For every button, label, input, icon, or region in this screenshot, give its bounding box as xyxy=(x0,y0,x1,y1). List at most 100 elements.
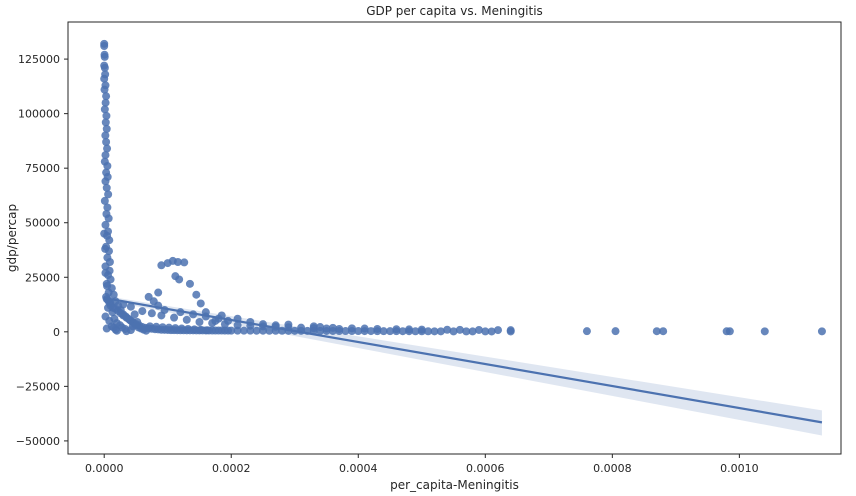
data-point xyxy=(105,236,114,245)
data-point xyxy=(100,196,109,205)
data-point xyxy=(379,327,388,336)
data-point xyxy=(185,279,194,288)
data-point xyxy=(360,324,369,333)
data-point xyxy=(373,324,382,333)
data-point xyxy=(104,190,113,199)
data-point xyxy=(411,327,420,336)
data-point xyxy=(192,290,201,299)
data-point xyxy=(100,42,109,50)
data-point xyxy=(184,324,193,333)
x-axis-label: per_capita-Meningitis xyxy=(390,478,519,492)
y-tick-label: 100000 xyxy=(18,108,60,121)
data-point xyxy=(252,326,261,335)
data-point xyxy=(101,268,110,277)
x-tick-label: 0.0006 xyxy=(466,462,505,475)
data-point xyxy=(180,258,189,267)
data-point xyxy=(101,151,110,160)
data-point xyxy=(102,92,111,101)
data-point xyxy=(322,324,331,333)
data-point xyxy=(297,323,306,332)
data-point xyxy=(102,124,111,133)
data-point xyxy=(659,327,668,336)
data-point xyxy=(462,327,471,336)
data-point xyxy=(487,327,496,336)
x-tick-label: 0.0010 xyxy=(720,462,759,475)
data-point xyxy=(152,322,161,331)
data-point xyxy=(116,321,125,330)
data-point xyxy=(170,313,179,322)
y-axis-label: gdp/percap xyxy=(5,204,19,272)
data-point xyxy=(109,290,118,299)
data-point xyxy=(405,325,414,334)
plot-frame xyxy=(67,21,842,455)
chart-title: GDP per capita vs. Meningitis xyxy=(366,4,543,18)
x-axis-ticks: 0.0000 0.0002 0.0004 0.0006 0.0008 0.0010 xyxy=(85,454,759,475)
data-point xyxy=(101,98,110,107)
data-point xyxy=(443,325,452,334)
data-point xyxy=(100,52,109,61)
data-point xyxy=(582,327,591,336)
data-point xyxy=(100,63,109,72)
data-point xyxy=(175,275,184,284)
data-point xyxy=(335,324,344,333)
data-point xyxy=(102,324,111,333)
data-point xyxy=(227,326,236,335)
data-point xyxy=(468,327,477,336)
data-point xyxy=(171,324,180,333)
data-point xyxy=(309,322,318,331)
y-tick-label: 125000 xyxy=(18,53,60,66)
data-point xyxy=(366,327,375,336)
data-point xyxy=(101,177,110,186)
x-tick-label: 0.0008 xyxy=(593,462,632,475)
data-point xyxy=(386,327,395,336)
data-point xyxy=(316,323,325,332)
regression-line xyxy=(104,296,823,424)
data-point xyxy=(203,326,212,335)
data-point xyxy=(417,325,426,334)
data-point xyxy=(147,309,156,318)
data-point xyxy=(196,299,205,308)
data-point xyxy=(164,323,173,332)
data-point xyxy=(138,307,147,316)
data-point xyxy=(652,327,661,336)
data-point xyxy=(196,325,205,334)
data-point xyxy=(103,144,112,153)
data-point xyxy=(725,327,734,336)
data-point xyxy=(239,326,248,335)
data-point xyxy=(104,214,113,223)
data-point xyxy=(103,282,112,290)
data-point xyxy=(347,324,356,333)
data-point xyxy=(190,325,199,334)
data-point xyxy=(284,320,293,329)
data-point xyxy=(177,324,186,333)
x-tick-label: 0.0004 xyxy=(339,462,378,475)
data-point xyxy=(211,316,220,325)
y-tick-label: −50000 xyxy=(16,435,60,448)
y-tick-label: 75000 xyxy=(25,162,60,175)
regression-line-layer xyxy=(104,296,823,424)
data-point xyxy=(133,318,142,326)
data-point xyxy=(101,220,110,229)
data-point xyxy=(449,327,458,336)
data-point xyxy=(101,244,110,253)
data-point xyxy=(103,203,112,212)
data-point xyxy=(109,323,118,332)
data-point xyxy=(494,326,503,335)
data-point xyxy=(154,288,163,297)
data-point xyxy=(474,325,483,334)
data-point xyxy=(100,105,109,114)
data-point xyxy=(398,327,407,336)
data-point xyxy=(103,162,112,170)
data-point xyxy=(506,326,515,335)
data-point xyxy=(182,315,191,324)
data-point xyxy=(142,326,151,335)
data-point xyxy=(392,325,401,334)
data-point xyxy=(265,326,274,335)
data-point xyxy=(173,258,182,266)
data-point xyxy=(126,302,135,311)
data-point xyxy=(341,327,350,336)
data-point xyxy=(233,321,242,330)
data-point xyxy=(122,327,131,336)
